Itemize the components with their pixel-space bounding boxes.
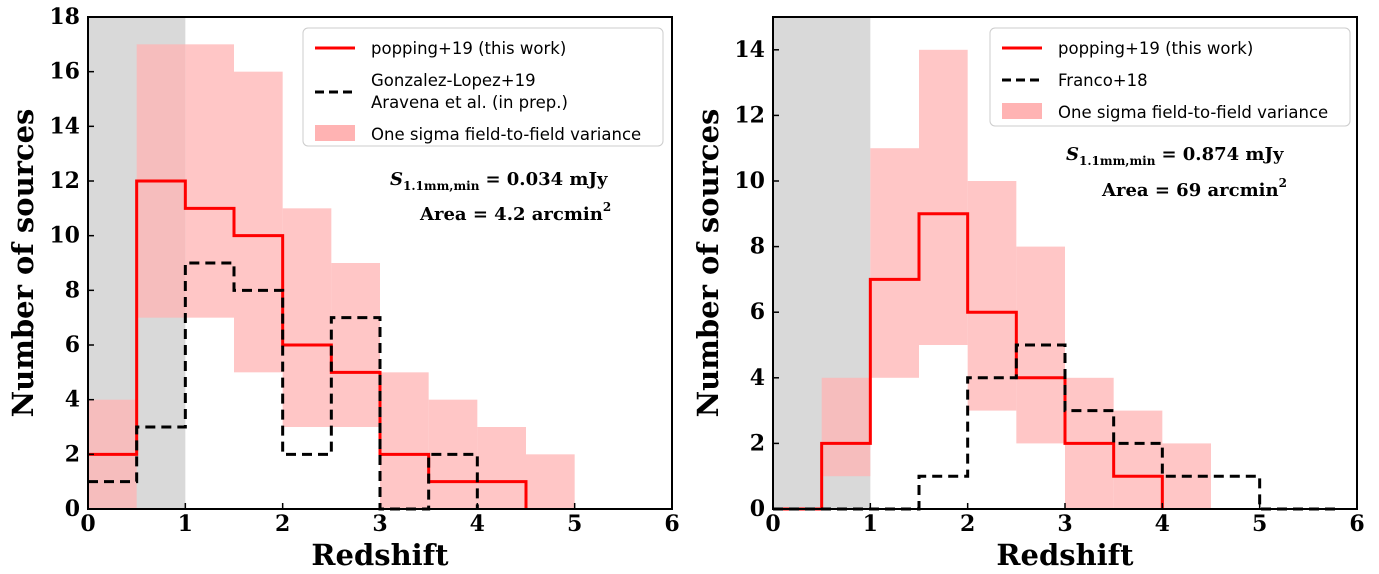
y-tick-label: 12 [734,102,765,128]
variance-bin [234,71,283,373]
variance-bin [185,44,234,318]
variance-bin [380,372,429,509]
y-tick-label: 2 [750,430,765,456]
annotation-flux-limit: S1.1mm,min = 0.874 mJy [1066,144,1284,168]
y-tick-label: 6 [65,332,80,358]
y-tick-label: 18 [49,4,80,30]
series-popping-line [88,179,528,509]
legend-label: popping+19 (this work) [371,39,566,58]
series-comparison-line [88,261,479,511]
annotation-area-text: Area = 69 arcmin [1101,180,1279,201]
y-tick-label: 16 [49,59,80,85]
variance-bin [919,49,968,346]
variance-bin [821,377,871,477]
x-tick-label: 2 [275,511,290,537]
y-tick-label: 2 [65,441,80,467]
y-tick-label: 12 [49,168,80,194]
y-tick-label: 14 [49,113,80,139]
legend-swatch [1002,103,1042,119]
annotation-symbol: S [390,169,403,190]
x-tick-label: 6 [1349,511,1364,537]
annotation-area-sup: 2 [603,200,611,214]
x-tick-label: 5 [1252,511,1267,537]
annotation-area: Area = 69 arcmin2 [1101,176,1287,201]
x-tick-label: 0 [80,511,95,537]
y-tick-label: 8 [750,234,765,260]
y-tick-label: 4 [750,365,765,391]
y-tick-label: 4 [65,387,80,413]
legend-swatch [315,125,355,141]
legend-label: One sigma field-to-field variance [1058,103,1328,122]
y-tick-label: 0 [750,496,765,522]
x-axis-label: Redshift [311,538,449,572]
variance-bin [331,263,380,427]
x-tick-label: 1 [863,511,878,537]
annotation-value: = 0.874 mJy [1161,144,1284,165]
legend-box [302,27,664,147]
variance-bin [477,427,526,509]
x-tick-label: 2 [960,511,975,537]
annotation-subscript: 1.1mm,min [403,179,480,193]
variance-bin [1113,410,1163,509]
variance-bin [1016,246,1065,444]
x-tick-label: 0 [765,511,780,537]
y-axis-label: Number of sources [691,109,725,418]
variance-bin [282,208,332,427]
x-tick-label: 3 [372,511,387,537]
annotation-area-sup: 2 [1279,176,1287,190]
y-tick-label: 10 [49,223,80,249]
legend: popping+19 (this work) Gonzalez-Lopez+19 A… [302,27,664,147]
variance-bin [526,454,575,509]
legend: popping+19 (this work) Franco+18 One sigma… [989,27,1351,127]
legend-label: Franco+18 [1058,71,1148,90]
legend-box [989,27,1351,127]
y-tick-label: 0 [65,496,80,522]
annotation-area: Area = 4.2 arcmin2 [419,200,611,225]
series-popping-line [773,212,1164,511]
y-tick-label: 8 [65,277,80,303]
variance-bin [967,181,1017,411]
x-tick-label: 6 [664,511,679,537]
series-comparison-line [773,343,1338,511]
x-tick-label: 3 [1057,511,1072,537]
y-tick-label: 14 [734,37,765,63]
y-axis-label: Number of sources [6,109,40,418]
annotation-flux-limit: S1.1mm,min = 0.034 mJy [390,169,608,193]
y-tick-label: 6 [750,299,765,325]
legend-label: Gonzalez-Lopez+19 [371,71,536,90]
x-tick-label: 4 [1155,511,1170,537]
legend-label: One sigma field-to-field variance [371,125,641,144]
x-tick-label: 5 [567,511,582,537]
annotation-area-text: Area = 4.2 arcmin [419,204,603,225]
legend-label: Aravena et al. (in prep.) [371,93,568,112]
y-tick-label: 10 [734,168,765,194]
x-tick-label: 1 [178,511,193,537]
annotation-subscript: 1.1mm,min [1079,154,1156,168]
annotation-value: = 0.034 mJy [485,169,608,190]
x-tick-label: 4 [470,511,485,537]
annotation-symbol: S [1066,144,1079,165]
x-axis-label: Redshift [996,538,1134,572]
variance-bin [870,148,919,378]
legend-label: popping+19 (this work) [1058,39,1253,58]
